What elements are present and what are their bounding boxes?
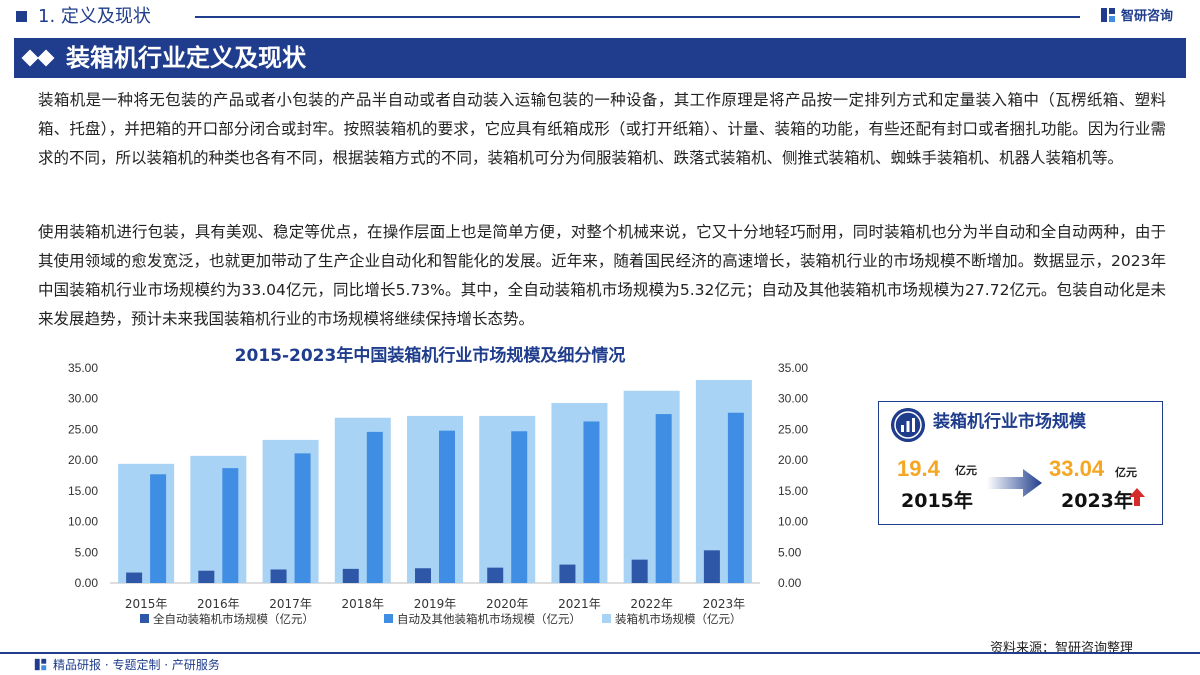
- bar-fully-automatic: [415, 568, 431, 583]
- y-tick-label-left: 15.00: [68, 484, 98, 498]
- callout-end-value: 33.04: [1049, 456, 1105, 481]
- legend-swatch: [140, 614, 149, 623]
- legend-label: 自动及其他装箱机市场规模（亿元）: [397, 612, 581, 626]
- callout-end-unit: 亿元: [1115, 466, 1137, 479]
- bar-fully-automatic: [631, 559, 648, 583]
- up-arrow-icon: [1129, 488, 1145, 506]
- brand-logo: 智研咨询: [1100, 5, 1173, 24]
- x-tick-label: 2022年: [630, 597, 673, 611]
- y-tick-label-right: 5.00: [778, 545, 802, 559]
- y-tick-label-right: 15.00: [778, 484, 808, 498]
- y-tick-label-left: 35.00: [68, 361, 98, 375]
- legend-label: 全自动装箱机市场规模（亿元）: [153, 612, 314, 626]
- callout-start-value: 19.4: [897, 456, 940, 481]
- bar-automatic-other: [366, 431, 383, 583]
- page-title: 装箱机行业定义及现状: [66, 44, 306, 72]
- x-tick-label: 2018年: [342, 597, 385, 611]
- x-tick-label: 2015年: [125, 597, 168, 611]
- bar-automatic-other: [222, 468, 239, 583]
- y-tick-label-right: 35.00: [778, 361, 808, 375]
- x-tick-label: 2020年: [486, 597, 529, 611]
- bar-automatic-other: [150, 474, 167, 583]
- paragraph-status: 使用装箱机进行包装，具有美观、稳定等优点，在操作层面上也是简单方便，对整个机械来…: [38, 223, 1166, 328]
- top-bar: 1. 定义及现状 智研咨询: [0, 0, 1200, 34]
- callout-start-year: 2015年: [901, 490, 973, 512]
- legend-label: 装箱机市场规模（亿元）: [615, 612, 742, 626]
- y-tick-label-left: 25.00: [68, 422, 98, 436]
- paragraph-definition: 装箱机是一种将无包装的产品或者小包装的产品半自动或者自动装入运输包装的一种设备，…: [38, 91, 1166, 167]
- legend-swatch: [384, 614, 393, 623]
- y-tick-label-left: 20.00: [68, 453, 98, 467]
- footer-bar: 精品研报 · 专题定制 · 产研服务: [0, 652, 1200, 675]
- bar-automatic-other: [583, 421, 600, 583]
- bar-automatic-other: [511, 431, 528, 583]
- bar-fully-automatic: [198, 570, 215, 583]
- right-arrow-icon: [987, 469, 1042, 497]
- y-tick-label-left: 10.00: [68, 515, 98, 529]
- top-divider: [195, 16, 1080, 18]
- bar-automatic-other: [655, 414, 672, 583]
- y-tick-label-right: 20.00: [778, 453, 808, 467]
- x-tick-label: 2019年: [414, 597, 457, 611]
- footer-slogan: 精品研报 · 专题定制 · 产研服务: [53, 658, 220, 672]
- bar-automatic-other: [294, 453, 311, 583]
- section-title: 1. 定义及现状: [38, 6, 151, 27]
- x-tick-label: 2021年: [558, 597, 601, 611]
- brand-name: 智研咨询: [1121, 9, 1174, 24]
- section-marker-icon: [16, 11, 27, 22]
- y-tick-label-right: 10.00: [778, 515, 808, 529]
- bar-fully-automatic: [487, 567, 504, 583]
- callout-title: 装箱机行业市场规模: [933, 412, 1086, 432]
- bar-fully-automatic: [126, 572, 143, 583]
- bar-fully-automatic: [559, 564, 576, 583]
- x-tick-label: 2017年: [269, 597, 312, 611]
- y-tick-label-left: 30.00: [68, 392, 98, 406]
- bar-fully-automatic: [270, 569, 287, 583]
- y-tick-label-left: 0.00: [75, 576, 99, 590]
- y-tick-label-right: 25.00: [778, 422, 808, 436]
- bar-automatic-other: [727, 412, 744, 583]
- x-tick-label: 2016年: [197, 597, 240, 611]
- bar-fully-automatic: [342, 568, 359, 583]
- footer-divider: [0, 652, 1200, 654]
- bar-chart-icon: [891, 408, 925, 442]
- market-size-callout: 装箱机行业市场规模 19.4 亿元 2015年 33.04 亿元 2023年: [878, 401, 1163, 525]
- y-tick-label-left: 5.00: [75, 545, 99, 559]
- callout-end-year: 2023年: [1061, 490, 1133, 512]
- y-tick-label-right: 0.00: [778, 576, 802, 590]
- brand-logo-icon: [1101, 7, 1115, 22]
- bar-automatic-other: [439, 430, 455, 583]
- y-tick-label-right: 30.00: [778, 392, 808, 406]
- bar-fully-automatic: [703, 550, 720, 583]
- x-tick-label: 2023年: [703, 597, 746, 611]
- chart-title: 2015-2023年中国装箱机行业市场规模及细分情况: [234, 346, 626, 366]
- legend-swatch: [602, 614, 611, 623]
- callout-start-unit: 亿元: [955, 464, 977, 477]
- header-band: 装箱机行业定义及现状: [14, 38, 1186, 78]
- footer-logo-icon: [34, 658, 47, 671]
